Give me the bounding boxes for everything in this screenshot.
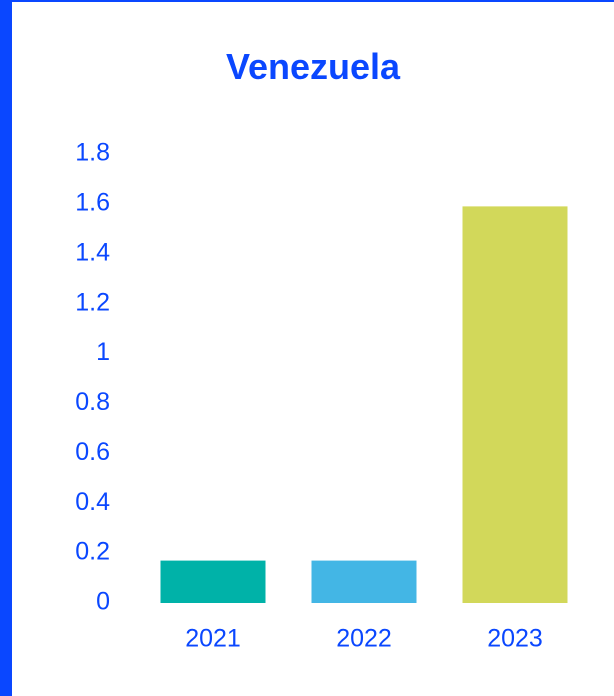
bar-2021 — [160, 560, 266, 603]
chart-title: Venezuela — [225, 46, 401, 87]
y-tick-label: 1 — [96, 338, 110, 366]
y-tick-label: 1.2 — [75, 288, 110, 316]
x-tick-label: 2021 — [185, 625, 241, 653]
y-tick-label: 1.6 — [75, 188, 110, 216]
y-tick-label: 1.8 — [75, 139, 110, 167]
y-tick-label: 0.6 — [75, 438, 110, 466]
x-axis-ticks: 2021 2022 2023 — [185, 625, 543, 653]
x-tick-label: 2022 — [336, 625, 392, 653]
y-tick-label: 0 — [96, 588, 110, 616]
y-tick-label: 0.8 — [75, 388, 110, 416]
y-axis-ticks: 0 0.2 0.4 0.6 0.8 1 1.2 1.4 1.6 1.8 — [75, 139, 110, 616]
y-tick-label: 0.4 — [75, 488, 110, 516]
bars — [160, 206, 568, 603]
y-tick-label: 1.4 — [75, 238, 110, 266]
bar-2022 — [311, 560, 417, 603]
y-tick-label: 0.2 — [75, 538, 110, 566]
bar-2023 — [462, 206, 568, 603]
x-tick-label: 2023 — [487, 625, 543, 653]
